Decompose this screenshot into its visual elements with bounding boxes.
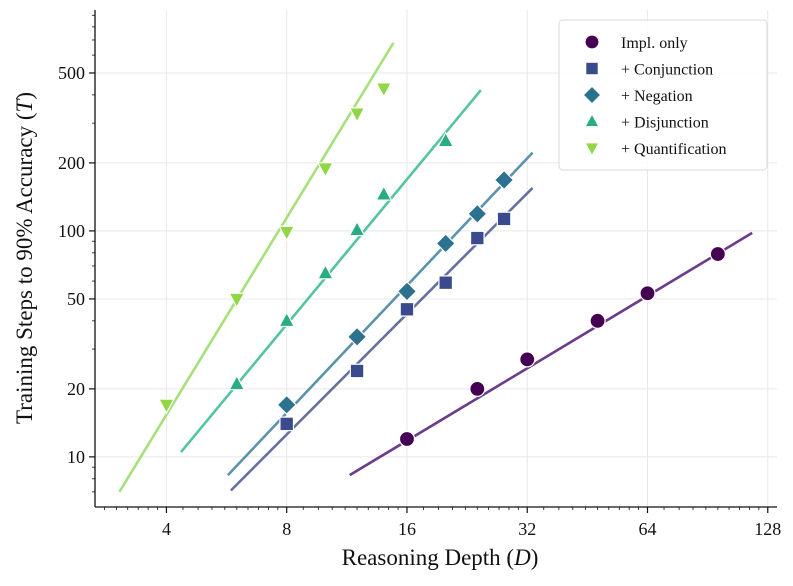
legend-marker <box>584 34 600 50</box>
x-tick-label: 16 <box>398 519 416 539</box>
data-point <box>316 263 334 280</box>
tick-labels: 4 8 16 32 64 128 10 20 50 100 200 500 <box>58 63 781 539</box>
y-tick-label: 20 <box>67 379 85 399</box>
data-point <box>157 398 175 415</box>
y-tick-label: 10 <box>67 447 85 467</box>
x-tick-label: 64 <box>638 519 656 539</box>
data-point <box>279 416 295 432</box>
legend-label: + Quantification <box>621 141 726 158</box>
x-tick-label: 4 <box>162 519 171 539</box>
data-point <box>496 211 512 227</box>
x-axis-label: Reasoning Depth (D) <box>342 545 539 570</box>
y-tick-label: 500 <box>58 63 85 83</box>
data-point <box>348 220 366 237</box>
data-point <box>278 225 296 242</box>
axis-labels: Reasoning Depth (D) Training Steps to 90… <box>12 92 538 570</box>
fit-line-4 <box>118 42 395 493</box>
data-point <box>493 169 515 191</box>
data-point <box>346 326 368 348</box>
legend-marker <box>583 142 601 157</box>
data-points <box>157 82 726 448</box>
y-tick-label: 100 <box>58 221 85 241</box>
data-point <box>375 82 393 98</box>
legend-label: + Conjunction <box>621 62 713 79</box>
data-point <box>519 351 536 368</box>
data-point <box>467 203 488 225</box>
legend-label: + Negation <box>621 88 693 105</box>
legend-label: Impl. only <box>621 35 688 52</box>
legend-box <box>558 19 768 171</box>
data-point <box>349 363 365 379</box>
x-tick-label: 128 <box>754 519 781 539</box>
legend-label: + Disjunction <box>621 115 709 132</box>
data-point <box>469 380 486 397</box>
data-point <box>438 275 454 291</box>
fit-line-3 <box>179 89 482 453</box>
x-tick-label: 32 <box>518 519 536 539</box>
data-point <box>437 131 455 148</box>
y-tick-label: 50 <box>67 289 85 309</box>
grid <box>95 10 777 507</box>
data-point <box>709 245 726 263</box>
data-point <box>276 394 297 416</box>
x-tick-label: 8 <box>282 519 291 539</box>
data-point <box>639 285 656 302</box>
y-tick-label: 200 <box>58 153 85 173</box>
fit-line-0 <box>348 231 753 477</box>
data-point <box>469 230 485 246</box>
data-point <box>228 374 246 391</box>
data-point <box>435 233 456 254</box>
legend-marker <box>582 85 602 105</box>
legend-marker <box>585 61 599 76</box>
data-point <box>316 162 334 178</box>
data-point <box>589 312 606 329</box>
fit-line-2 <box>226 151 534 477</box>
data-point <box>375 184 393 201</box>
y-axis-label: Training Steps to 90% Accuracy (T) <box>12 92 37 424</box>
axes <box>89 10 777 513</box>
legend: Impl. only + Conjunction + Negation + Disju… <box>558 19 768 171</box>
data-point <box>228 292 246 309</box>
data-point <box>398 430 416 448</box>
data-point <box>348 107 366 123</box>
data-point <box>396 281 418 302</box>
data-point <box>399 301 415 317</box>
data-point <box>278 311 296 328</box>
legend-marker <box>583 112 601 128</box>
